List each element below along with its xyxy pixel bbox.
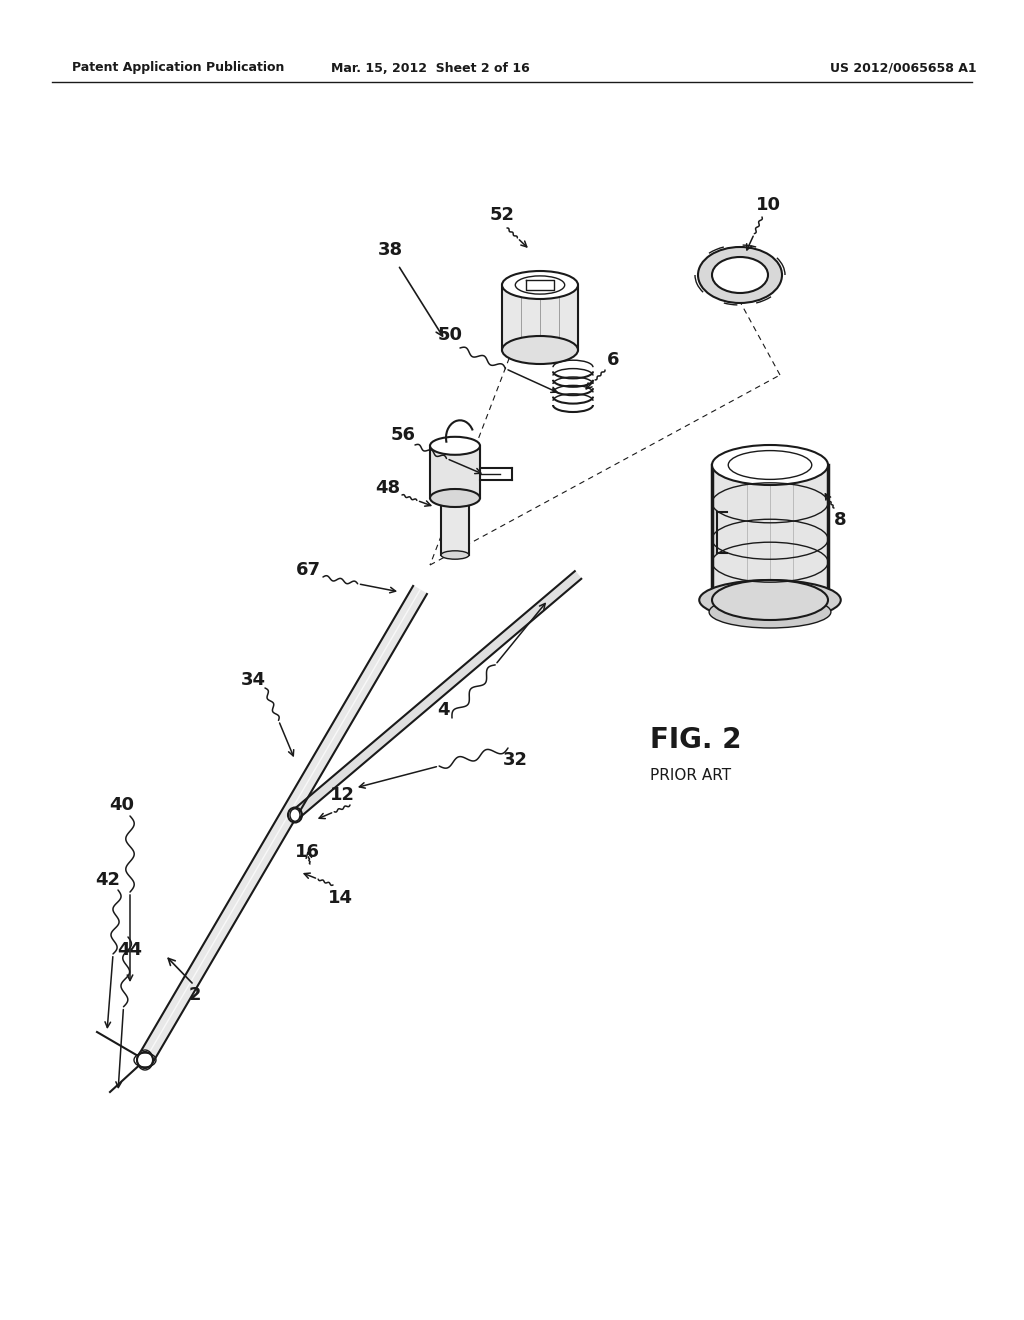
Text: 48: 48	[376, 479, 400, 498]
Polygon shape	[292, 572, 582, 818]
Text: 38: 38	[378, 242, 402, 259]
Ellipse shape	[290, 809, 300, 821]
Polygon shape	[138, 586, 427, 1064]
Text: 40: 40	[110, 796, 134, 814]
Polygon shape	[712, 465, 828, 601]
Ellipse shape	[712, 257, 768, 293]
Text: 14: 14	[328, 888, 352, 907]
Ellipse shape	[441, 550, 469, 560]
Ellipse shape	[712, 445, 828, 484]
Text: 10: 10	[756, 195, 780, 214]
Ellipse shape	[699, 579, 841, 620]
Text: 32: 32	[503, 751, 527, 770]
Polygon shape	[502, 285, 578, 350]
Ellipse shape	[137, 1052, 153, 1068]
Ellipse shape	[728, 450, 812, 479]
Text: 16: 16	[295, 843, 319, 861]
Text: PRIOR ART: PRIOR ART	[650, 767, 731, 783]
Ellipse shape	[709, 597, 830, 628]
Ellipse shape	[712, 579, 828, 620]
Text: 44: 44	[118, 941, 142, 960]
Text: FIG. 2: FIG. 2	[650, 726, 741, 754]
Text: 8: 8	[834, 511, 846, 529]
Text: Mar. 15, 2012  Sheet 2 of 16: Mar. 15, 2012 Sheet 2 of 16	[331, 62, 529, 74]
Text: Patent Application Publication: Patent Application Publication	[72, 62, 285, 74]
Polygon shape	[430, 446, 480, 498]
Text: 56: 56	[390, 426, 416, 444]
Text: 50: 50	[437, 326, 463, 345]
Text: 6: 6	[607, 351, 620, 370]
Text: 34: 34	[241, 671, 265, 689]
Polygon shape	[441, 500, 469, 554]
Ellipse shape	[502, 271, 578, 300]
Ellipse shape	[137, 1049, 153, 1071]
Text: 2: 2	[188, 986, 202, 1005]
Text: 4: 4	[437, 701, 450, 719]
Ellipse shape	[502, 337, 578, 364]
Ellipse shape	[430, 437, 480, 455]
Text: US 2012/0065658 A1: US 2012/0065658 A1	[830, 62, 977, 74]
Ellipse shape	[698, 247, 782, 304]
Text: 12: 12	[330, 785, 354, 804]
Ellipse shape	[430, 488, 480, 507]
Text: 67: 67	[296, 561, 321, 579]
Text: 42: 42	[95, 871, 121, 888]
Text: 52: 52	[489, 206, 514, 224]
